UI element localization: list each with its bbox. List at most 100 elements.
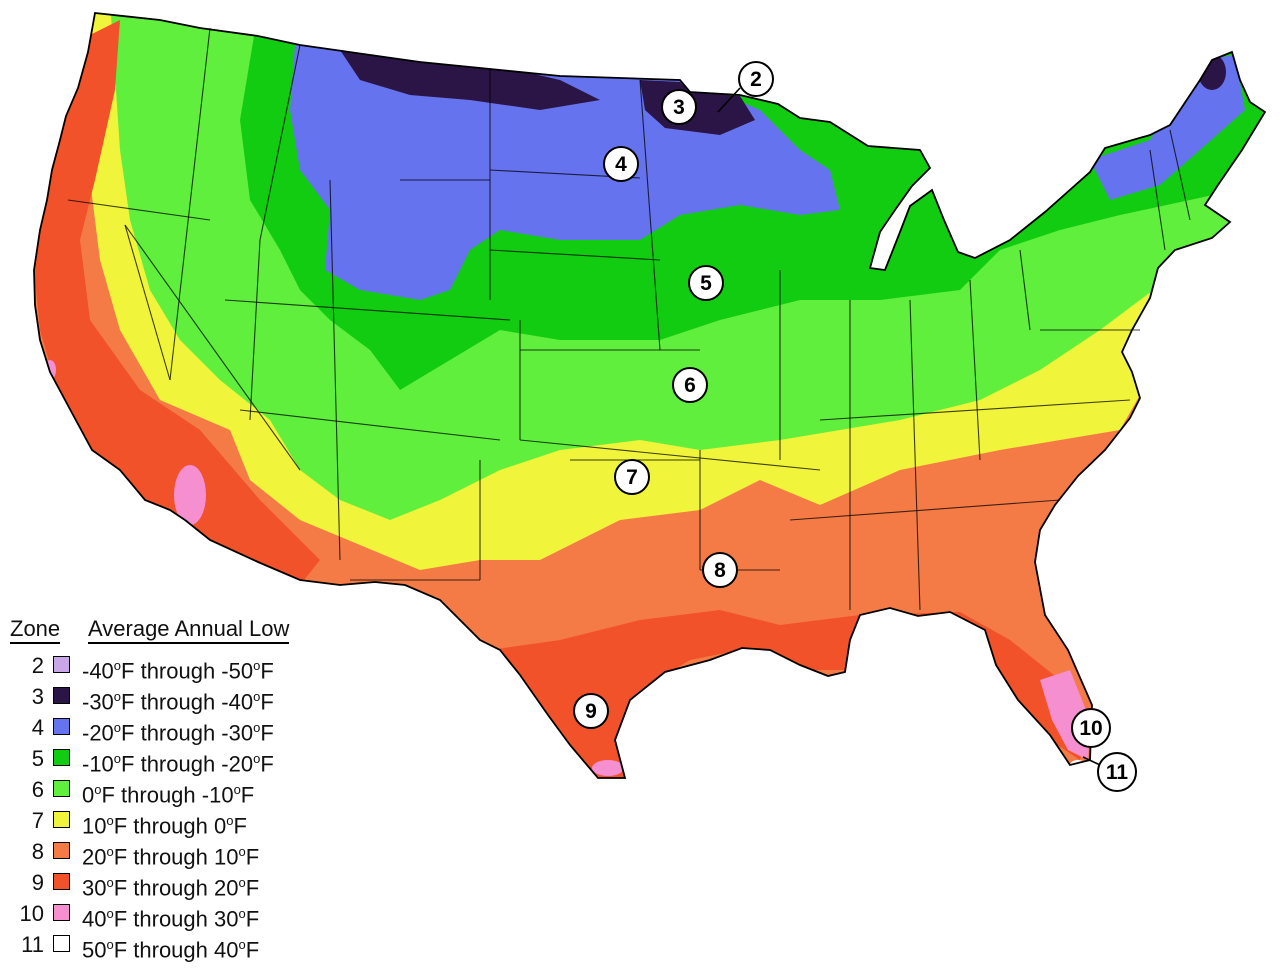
- state-boundary-line: [1169, 129, 1191, 221]
- zone-8-label: 8: [702, 552, 738, 588]
- leader-lines: [717, 87, 1101, 766]
- zone-11-leader-line: [1082, 756, 1101, 766]
- legend-range-label: 40oF through 30oF: [82, 906, 260, 932]
- legend-row-zone-2: 2 -40oF through -50oF: [6, 650, 346, 683]
- legend-range-label: 50oF through 40oF: [82, 937, 260, 963]
- legend-zone-number: 9: [31, 870, 44, 895]
- zone-2-label: 2: [738, 61, 774, 97]
- zone-label-text: 7: [626, 466, 638, 489]
- zone-4-label: 4: [603, 146, 639, 182]
- legend-row-zone-9: 9 30oF through 20oF: [6, 867, 346, 900]
- legend-zone-number: 5: [31, 746, 44, 771]
- zone-label-circle: [614, 459, 650, 495]
- state-boundary-line: [249, 239, 261, 421]
- legend-zone-number: 2: [31, 653, 44, 678]
- zone-11-label: 11: [1097, 752, 1137, 792]
- zone-label-circle: [1071, 708, 1111, 748]
- legend-swatch: [53, 687, 70, 704]
- legend-range-label: -30oF through -40oF: [82, 689, 274, 715]
- state-boundary-line: [969, 279, 981, 461]
- zone-9-label: 9: [573, 693, 609, 729]
- legend-range-header: Average Annual Low: [88, 616, 290, 644]
- legend-row-zone-11: 11 50oF through 40oF: [6, 929, 346, 962]
- state-boundary-line: [224, 299, 511, 321]
- zone-label-circle: [702, 552, 738, 588]
- zone-7-label: 7: [614, 459, 650, 495]
- zone-label-text: 4: [615, 153, 627, 176]
- zone-3-label: 3: [661, 89, 697, 125]
- legend-range-label: 10oF through 0oF: [82, 813, 247, 839]
- legend-row-zone-7: 7 10oF through 0oF: [6, 805, 346, 838]
- state-boundary-line: [789, 499, 1061, 521]
- legend-swatch: [53, 873, 70, 890]
- legend-zone-number: 3: [31, 684, 44, 709]
- state-boundary-line: [909, 299, 921, 611]
- legend-zone-number: 10: [19, 901, 44, 926]
- legend-range-label: -20oF through -30oF: [82, 720, 274, 746]
- zone-label-text: 3: [673, 96, 685, 119]
- legend-range-label: 20oF through 10oF: [82, 844, 260, 870]
- legend-zone-number: 7: [31, 808, 44, 833]
- zone-9-area: [34, 20, 320, 585]
- zone-label-text: 11: [1106, 761, 1129, 784]
- state-boundary-line: [239, 409, 501, 441]
- zone-2-leader-line: [717, 87, 741, 113]
- zone-4-area: [1090, 55, 1245, 200]
- legend: Zone Average Annual Low 2 -40oF through -…: [6, 616, 346, 966]
- legend-range-label: 30oF through 20oF: [82, 875, 260, 901]
- legend-swatch: [53, 780, 70, 797]
- legend-row-zone-5: 5 -10oF through -20oF: [6, 743, 346, 776]
- zone-6-label: 6: [672, 367, 708, 403]
- legend-row-zone-8: 8 20oF through 10oF: [6, 836, 346, 869]
- legend-range-label: -40oF through -50oF: [82, 658, 274, 684]
- legend-range-label: 0oF through -10oF: [82, 782, 255, 808]
- state-boundary-line: [169, 27, 211, 381]
- legend-row-zone-10: 10 40oF through 30oF: [6, 898, 346, 931]
- zone-9-area: [490, 610, 1090, 778]
- state-boundary-line: [639, 79, 661, 351]
- zone-10-area: [174, 465, 206, 525]
- legend-swatch: [53, 904, 70, 921]
- state-boundary-line: [1019, 249, 1031, 331]
- zone-5-label: 5: [688, 265, 724, 301]
- legend-row-zone-3: 3 -30oF through -40oF: [6, 681, 346, 714]
- zone-label-circle: [688, 265, 724, 301]
- zone-label-circle: [1097, 752, 1137, 792]
- legend-swatch: [53, 718, 70, 735]
- zone-label-circle: [672, 367, 708, 403]
- state-boundary-line: [67, 199, 211, 221]
- legend-zone-number: 4: [31, 715, 44, 740]
- legend-range-label: -10oF through -20oF: [82, 751, 274, 777]
- legend-zone-header: Zone: [10, 616, 61, 644]
- zone-label-circle: [661, 89, 697, 125]
- legend-row-zone-6: 6 0oF through -10oF: [6, 774, 346, 807]
- state-boundary-line: [819, 399, 1131, 421]
- zone-label-text: 2: [750, 68, 762, 91]
- zone-10-label: 10: [1071, 708, 1111, 748]
- zone-label-circle: [603, 146, 639, 182]
- state-boundary-line: [329, 179, 341, 561]
- state-boundary-line: [124, 224, 301, 471]
- legend-swatch: [53, 935, 70, 952]
- legend-zone-number: 8: [31, 839, 44, 864]
- legend-swatch: [53, 656, 70, 673]
- state-boundary-line: [489, 249, 661, 261]
- zone-label-text: 5: [700, 272, 712, 295]
- zone-label-circle: [573, 693, 609, 729]
- zone-label-circle: [738, 61, 774, 97]
- legend-swatch: [53, 842, 70, 859]
- zone-label-text: 10: [1079, 717, 1102, 740]
- legend-swatch: [53, 811, 70, 828]
- state-boundary-line: [519, 439, 821, 471]
- legend-zone-number: 11: [21, 932, 44, 957]
- legend-zone-number: 6: [31, 777, 44, 802]
- legend-swatch: [53, 749, 70, 766]
- zone-label-text: 6: [684, 374, 696, 397]
- legend-row-zone-4: 4 -20oF through -30oF: [6, 712, 346, 745]
- zone-10-area: [592, 760, 624, 776]
- zone-3-area: [340, 50, 600, 110]
- state-boundary-line: [259, 44, 301, 241]
- zone-label-text: 9: [585, 700, 597, 723]
